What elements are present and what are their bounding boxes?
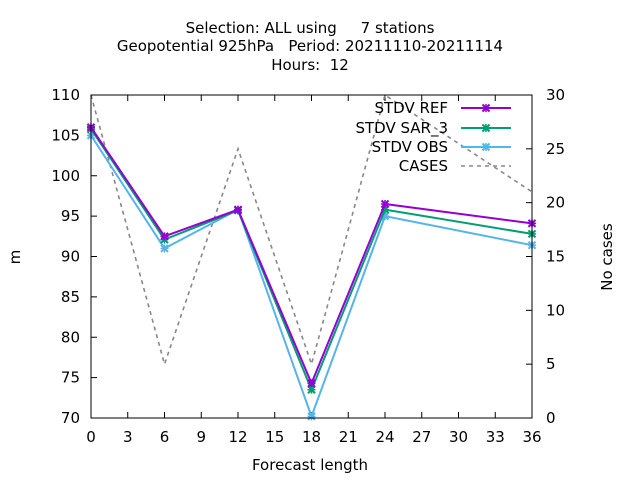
y2-tick-label-6: 30 — [546, 86, 565, 104]
series-2-point-1 — [160, 244, 169, 253]
y-tick-label-1: 75 — [61, 369, 80, 387]
legend-label-0: STDV REF — [374, 99, 448, 117]
series-2-point-3 — [307, 412, 316, 421]
y2-tick-label-0: 0 — [546, 409, 556, 427]
legend-entry-0: STDV REF — [374, 99, 511, 117]
y-tick-label-4: 90 — [61, 248, 80, 266]
chart-title-line-2: Geopotential 925hPa Period: 20211110-202… — [117, 37, 503, 55]
x-tick-label-1: 3 — [123, 428, 133, 446]
x-tick-label-8: 24 — [375, 428, 394, 446]
y-tick-label-0: 70 — [61, 409, 80, 427]
series-0-point-4 — [380, 199, 390, 209]
y2-tick-label-5: 25 — [546, 140, 565, 158]
series-line-0 — [90, 126, 533, 386]
series-line-3 — [90, 93, 533, 367]
legend-label-2: STDV OBS — [372, 138, 448, 156]
x-tick-label-7: 21 — [339, 428, 358, 446]
series-2 — [86, 131, 537, 421]
series-0-point-1 — [160, 232, 169, 241]
y2-axis-label: No cases — [598, 223, 616, 291]
y-tick-label-2: 80 — [61, 328, 80, 346]
y2-tick-label-4: 20 — [546, 194, 565, 212]
x-tick-label-2: 6 — [160, 428, 170, 446]
plot-frame — [90, 94, 533, 419]
series — [86, 93, 537, 421]
y2-tick-label-2: 10 — [546, 301, 565, 319]
chart-title-line-3: Hours: 12 — [271, 56, 349, 74]
axes: 0 3 6 9 12 15 18 21 24 27 30 33 36707580859095100105… — [51, 86, 565, 446]
x-tick-label-9: 27 — [412, 428, 431, 446]
legend-label-1: STDV SAR_3 — [355, 119, 448, 138]
x-tick-label-10: 30 — [449, 428, 468, 446]
legend-entry-2: STDV OBS — [372, 138, 511, 156]
series-line-2 — [90, 134, 533, 420]
x-axis-label: Forecast length — [252, 456, 368, 474]
y-tick-label-5: 95 — [61, 207, 80, 225]
y-tick-label-8: 110 — [51, 86, 80, 104]
chart-title: Selection: ALL using 7 stations Geopoten… — [117, 19, 503, 74]
legend-entry-1: STDV SAR_3 — [355, 119, 511, 138]
x-tick-label-3: 9 — [196, 428, 206, 446]
y2-tick-label-3: 15 — [546, 248, 565, 266]
series-3 — [90, 93, 533, 367]
y2-tick-label-1: 5 — [546, 355, 556, 373]
y-axis-label: m — [6, 250, 24, 265]
y-tick-label-6: 100 — [51, 167, 80, 185]
legend-label-3: CASES — [399, 157, 448, 175]
x-tick-label-12: 36 — [522, 428, 541, 446]
x-tick-label-11: 33 — [486, 428, 505, 446]
x-tick-label-5: 15 — [265, 428, 284, 446]
x-tick-label-6: 18 — [302, 428, 321, 446]
series-line-1 — [90, 128, 533, 393]
series-1 — [86, 124, 537, 394]
y-tick-label-3: 85 — [61, 288, 80, 306]
x-tick-label-4: 12 — [228, 428, 247, 446]
legend-entry-3: CASES — [399, 157, 511, 175]
x-tick-label-0: 0 — [86, 428, 96, 446]
chart-title-line-1: Selection: ALL using 7 stations — [186, 19, 435, 37]
series-0 — [86, 123, 537, 388]
y-tick-label-7: 105 — [51, 126, 80, 144]
series-0-point-3 — [307, 379, 316, 388]
series-0-point-2 — [233, 205, 243, 214]
